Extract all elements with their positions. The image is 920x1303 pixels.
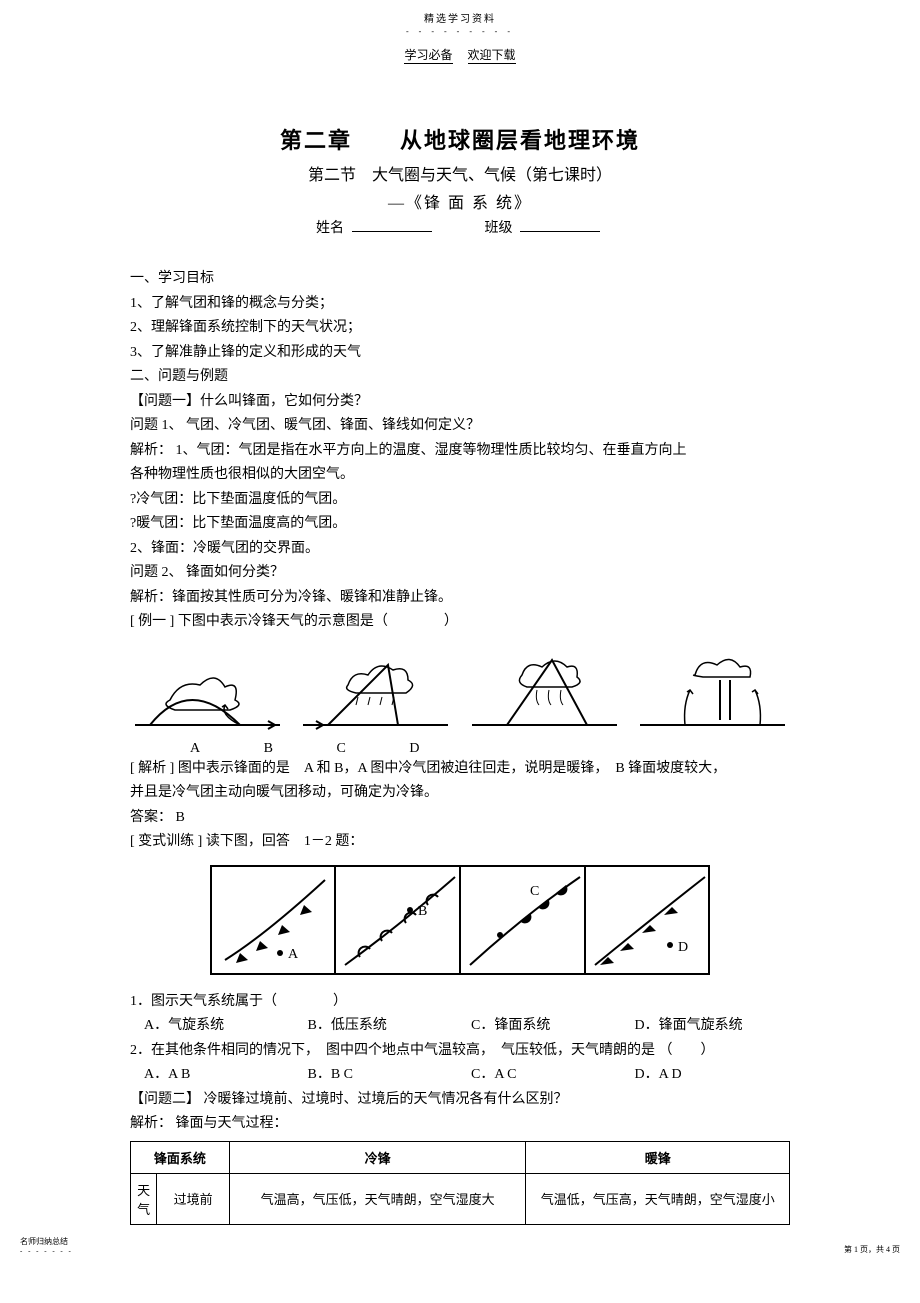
q1-title: 【问题一】什么叫锋面，它如何分类？: [130, 390, 790, 415]
q1-cold: ?冷气团：比下垫面温度低的气团。: [130, 488, 790, 513]
sub-header-left: 学习必备: [404, 48, 452, 64]
name-class-line: 姓名 班级: [130, 217, 790, 237]
heading-1: 一、学习目标: [130, 267, 790, 292]
td-weather-v: 天气: [131, 1173, 157, 1224]
fig-label-c: C: [336, 741, 345, 757]
fig-label-a: A: [190, 741, 200, 757]
top-header-dots: - - - - - - - - -: [130, 27, 790, 36]
opt2-c: C．A C: [471, 1063, 631, 1088]
q2-title: 【问题二】 冷暖锋过境前、过境时、过境后的天气情况各有什么区别？: [130, 1088, 790, 1113]
body-text-5: 【问题二】 冷暖锋过境前、过境时、过境后的天气情况各有什么区别？ 解析： 锋面与…: [130, 1088, 790, 1137]
name-blank: [352, 231, 432, 232]
opt2-a: A．A B: [144, 1063, 304, 1088]
q1-2: 问题 2、 锋面如何分类？: [130, 561, 790, 586]
th-warm: 暖锋: [526, 1141, 790, 1173]
question-1: 1．图示天气系统属于（ ）: [130, 990, 790, 1015]
sub-header-right: 欢迎下载: [468, 48, 516, 64]
example-1: [ 例一 ] 下图中表示冷锋天气的示意图是（ ）: [130, 610, 790, 635]
th-cold: 冷锋: [229, 1141, 526, 1173]
opt1-b: B．低压系统: [308, 1014, 468, 1039]
q1-1: 问题 1、 气团、冷气团、暖气团、锋面、锋线如何定义？: [130, 414, 790, 439]
th-system: 锋面系统: [131, 1141, 230, 1173]
middle-figure: A B C D: [130, 865, 790, 980]
page-container: 精选学习资料 - - - - - - - - - 学习必备 欢迎下载 第二章 从…: [0, 0, 920, 1265]
footer-left: 名师归纳总结 - - - - - - -: [20, 1236, 73, 1255]
fig-label-b: B: [264, 741, 273, 757]
options-1: A．气旋系统 B．低压系统 C．锋面系统 D．锋面气旋系统: [144, 1014, 790, 1039]
q1-2ans: 解析：锋面按其性质可分为冷锋、暖锋和准静止锋。: [130, 586, 790, 611]
body-text-4: 2．在其他条件相同的情况下， 图中四个地点中气温较高， 气压较低，天气晴朗的是 …: [130, 1039, 790, 1064]
sub-header: 学习必备 欢迎下载: [130, 46, 790, 63]
class-blank: [520, 231, 600, 232]
body-text: 一、学习目标 1、了解气团和锋的概念与分类； 2、理解锋面系统控制下的天气状况；…: [130, 267, 790, 635]
section-title: 第二节 大气圈与天气、气候（第七课时）: [130, 161, 790, 185]
svg-text:D: D: [678, 940, 688, 955]
name-label: 姓名: [316, 221, 344, 236]
svg-text:B: B: [418, 904, 427, 919]
line-1: 1、了解气团和锋的概念与分类；: [130, 292, 790, 317]
svg-text:C: C: [530, 884, 539, 899]
class-label: 班级: [485, 221, 513, 236]
footer-right: 第 1 页，共 4 页: [844, 1244, 900, 1255]
ex1-analysis-1: [ 解析 ] 图中表示锋面的是 A 和 B，A 图中冷气团被迫往回走，说明是暖锋…: [130, 757, 790, 782]
body-text-2: [ 解析 ] 图中表示锋面的是 A 和 B，A 图中冷气团被迫往回走，说明是暖锋…: [130, 757, 790, 855]
subsection-title: —《锋 面 系 统》: [130, 189, 790, 213]
table-row: 天气 过境前 气温高，气压低，天气晴朗，空气湿度大 气温低，气压高，天气晴朗，空…: [131, 1173, 790, 1224]
variation-training: [ 变式训练 ] 读下图，回答 1－2 题：: [130, 830, 790, 855]
figure-a: [130, 645, 285, 735]
chapter-title: 第二章 从地球圈层看地理环境: [130, 123, 790, 155]
opt2-b: B．B C: [308, 1063, 468, 1088]
opt1-c: C．锋面系统: [471, 1014, 631, 1039]
options-2: A．A B B．B C C．A C D．A D: [144, 1063, 790, 1088]
q1-ans1b: 各种物理性质也很相似的大团空气。: [130, 463, 790, 488]
opt1-d: D．锋面气旋系统: [635, 1014, 743, 1039]
footer-right-text: 第 1 页，共 4 页: [844, 1244, 900, 1255]
td-cold-before: 气温高，气压低，天气晴朗，空气湿度大: [229, 1173, 526, 1224]
td-before: 过境前: [157, 1173, 229, 1224]
table-header-row: 锋面系统 冷锋 暖锋: [131, 1141, 790, 1173]
footer-left-dots: - - - - - - -: [20, 1247, 73, 1255]
figure-row-1: [130, 645, 790, 735]
q2-analysis: 解析： 锋面与天气过程：: [130, 1112, 790, 1137]
heading-2: 二、问题与例题: [130, 365, 790, 390]
line-3: 3、了解准静止锋的定义和形成的天气: [130, 341, 790, 366]
opt2-d: D．A D: [635, 1063, 682, 1088]
figure-labels: A B C D: [190, 741, 790, 757]
figure-d: [635, 645, 790, 735]
opt1-a: A．气旋系统: [144, 1014, 304, 1039]
figure-c: [467, 645, 622, 735]
footer-left-text: 名师归纳总结: [20, 1236, 73, 1247]
td-warm-before: 气温低，气压高，天气晴朗，空气湿度小: [526, 1173, 790, 1224]
ex1-answer: 答案： B: [130, 806, 790, 831]
top-header-text: 精选学习资料: [130, 10, 790, 25]
fig-label-d: D: [409, 741, 419, 757]
front-table: 锋面系统 冷锋 暖锋 天气 过境前 气温高，气压低，天气晴朗，空气湿度大 气温低…: [130, 1141, 790, 1225]
ex1-analysis-2: 并且是冷气团主动向暖气团移动，可确定为冷锋。: [130, 781, 790, 806]
q1-warm: ?暖气团：比下垫面温度高的气团。: [130, 512, 790, 537]
q1-ans1: 解析： 1、气团：气团是指在水平方向上的温度、湿度等物理性质比较均匀、在垂直方向…: [130, 439, 790, 464]
body-text-3: 1．图示天气系统属于（ ）: [130, 990, 790, 1015]
question-2: 2．在其他条件相同的情况下， 图中四个地点中气温较高， 气压较低，天气晴朗的是 …: [130, 1039, 790, 1064]
line-2: 2、理解锋面系统控制下的天气状况；: [130, 316, 790, 341]
q1-front: 2、锋面：冷暖气团的交界面。: [130, 537, 790, 562]
figure-b: [298, 645, 453, 735]
svg-text:A: A: [288, 947, 299, 962]
